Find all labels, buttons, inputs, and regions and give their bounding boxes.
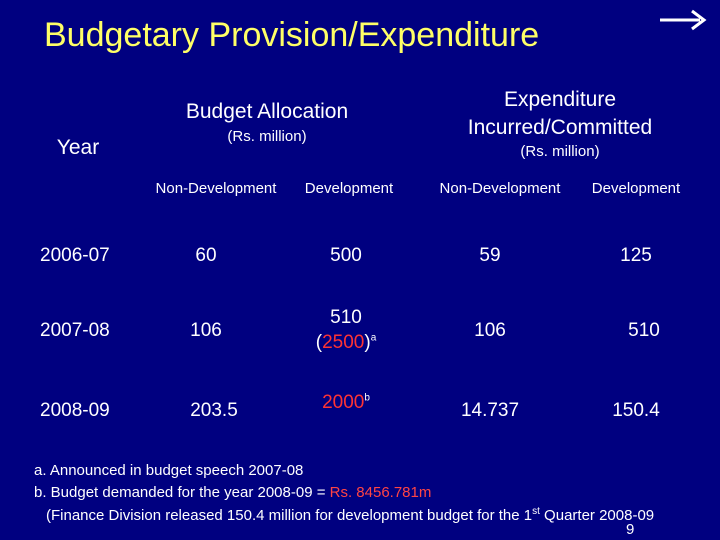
next-slide-arrow-icon[interactable] [656, 6, 712, 34]
cell-ex-dev: 510 [628, 320, 660, 341]
footnote-c: (Finance Division released 150.4 million… [46, 506, 654, 524]
cell-ex-dev: 150.4 [612, 400, 660, 421]
cell-ba-nondev: 106 [190, 320, 222, 341]
col-header-ba-dev: Development [304, 180, 394, 197]
cell-ba-nondev: 203.5 [190, 400, 238, 421]
col-header-ex-nondev: Non-Development [439, 180, 561, 197]
col-header-ex-dev: Development [591, 180, 681, 197]
budget-allocation-header: Budget Allocation [185, 100, 349, 123]
cell-ex-nondev: 59 [479, 245, 501, 266]
cell-ba-nondev: 60 [195, 245, 217, 266]
col-header-ba-nondev: Non-Development [155, 180, 277, 197]
footnote-c-suffix: Quarter 2008-09 [539, 507, 655, 524]
cell-ba-dev: 500 [330, 245, 362, 266]
cell-ba-dev: 2000b [296, 392, 396, 414]
expenditure-header-line1: Expenditure [503, 88, 617, 111]
paren-close: ) [364, 332, 371, 353]
budget-allocation-unit: (Rs. million) [227, 128, 307, 145]
cell-ex-dev: 125 [620, 245, 652, 266]
row-year: 2006-07 [40, 245, 110, 266]
expenditure-header-line2: Incurred/Committed [467, 116, 653, 139]
footnote-mark-b: b [364, 392, 370, 404]
revised-value: 2500 [322, 332, 365, 353]
year-header: Year [56, 136, 100, 159]
cell-ba-dev: 510 [330, 307, 362, 328]
page-title: Budgetary Provision/Expenditure [44, 16, 540, 54]
row-year: 2008-09 [40, 400, 110, 421]
expenditure-unit: (Rs. million) [520, 143, 600, 160]
footnote-c-sup: st [532, 506, 540, 517]
footnote-a: a. Announced in budget speech 2007-08 [34, 462, 304, 479]
cell-ex-nondev: 14.737 [460, 400, 520, 421]
paren-open: ( [315, 332, 323, 353]
cell-ba-dev-value: 2000 [322, 392, 365, 413]
footnote-mark-a: a [370, 332, 377, 344]
cell-ex-nondev: 106 [474, 320, 506, 341]
footnote-b: b. Budget demanded for the year 2008-09 … [34, 484, 431, 501]
row-year: 2007-08 [40, 320, 110, 341]
page-number: 9 [626, 521, 635, 538]
footnote-c-text: (Finance Division released 150.4 million… [46, 507, 533, 524]
cell-ba-dev-revised: (2500)a [286, 332, 406, 354]
footnote-b-value: Rs. 8456.781m [329, 484, 432, 501]
footnote-b-text: b. Budget demanded for the year 2008-09 … [34, 484, 330, 501]
